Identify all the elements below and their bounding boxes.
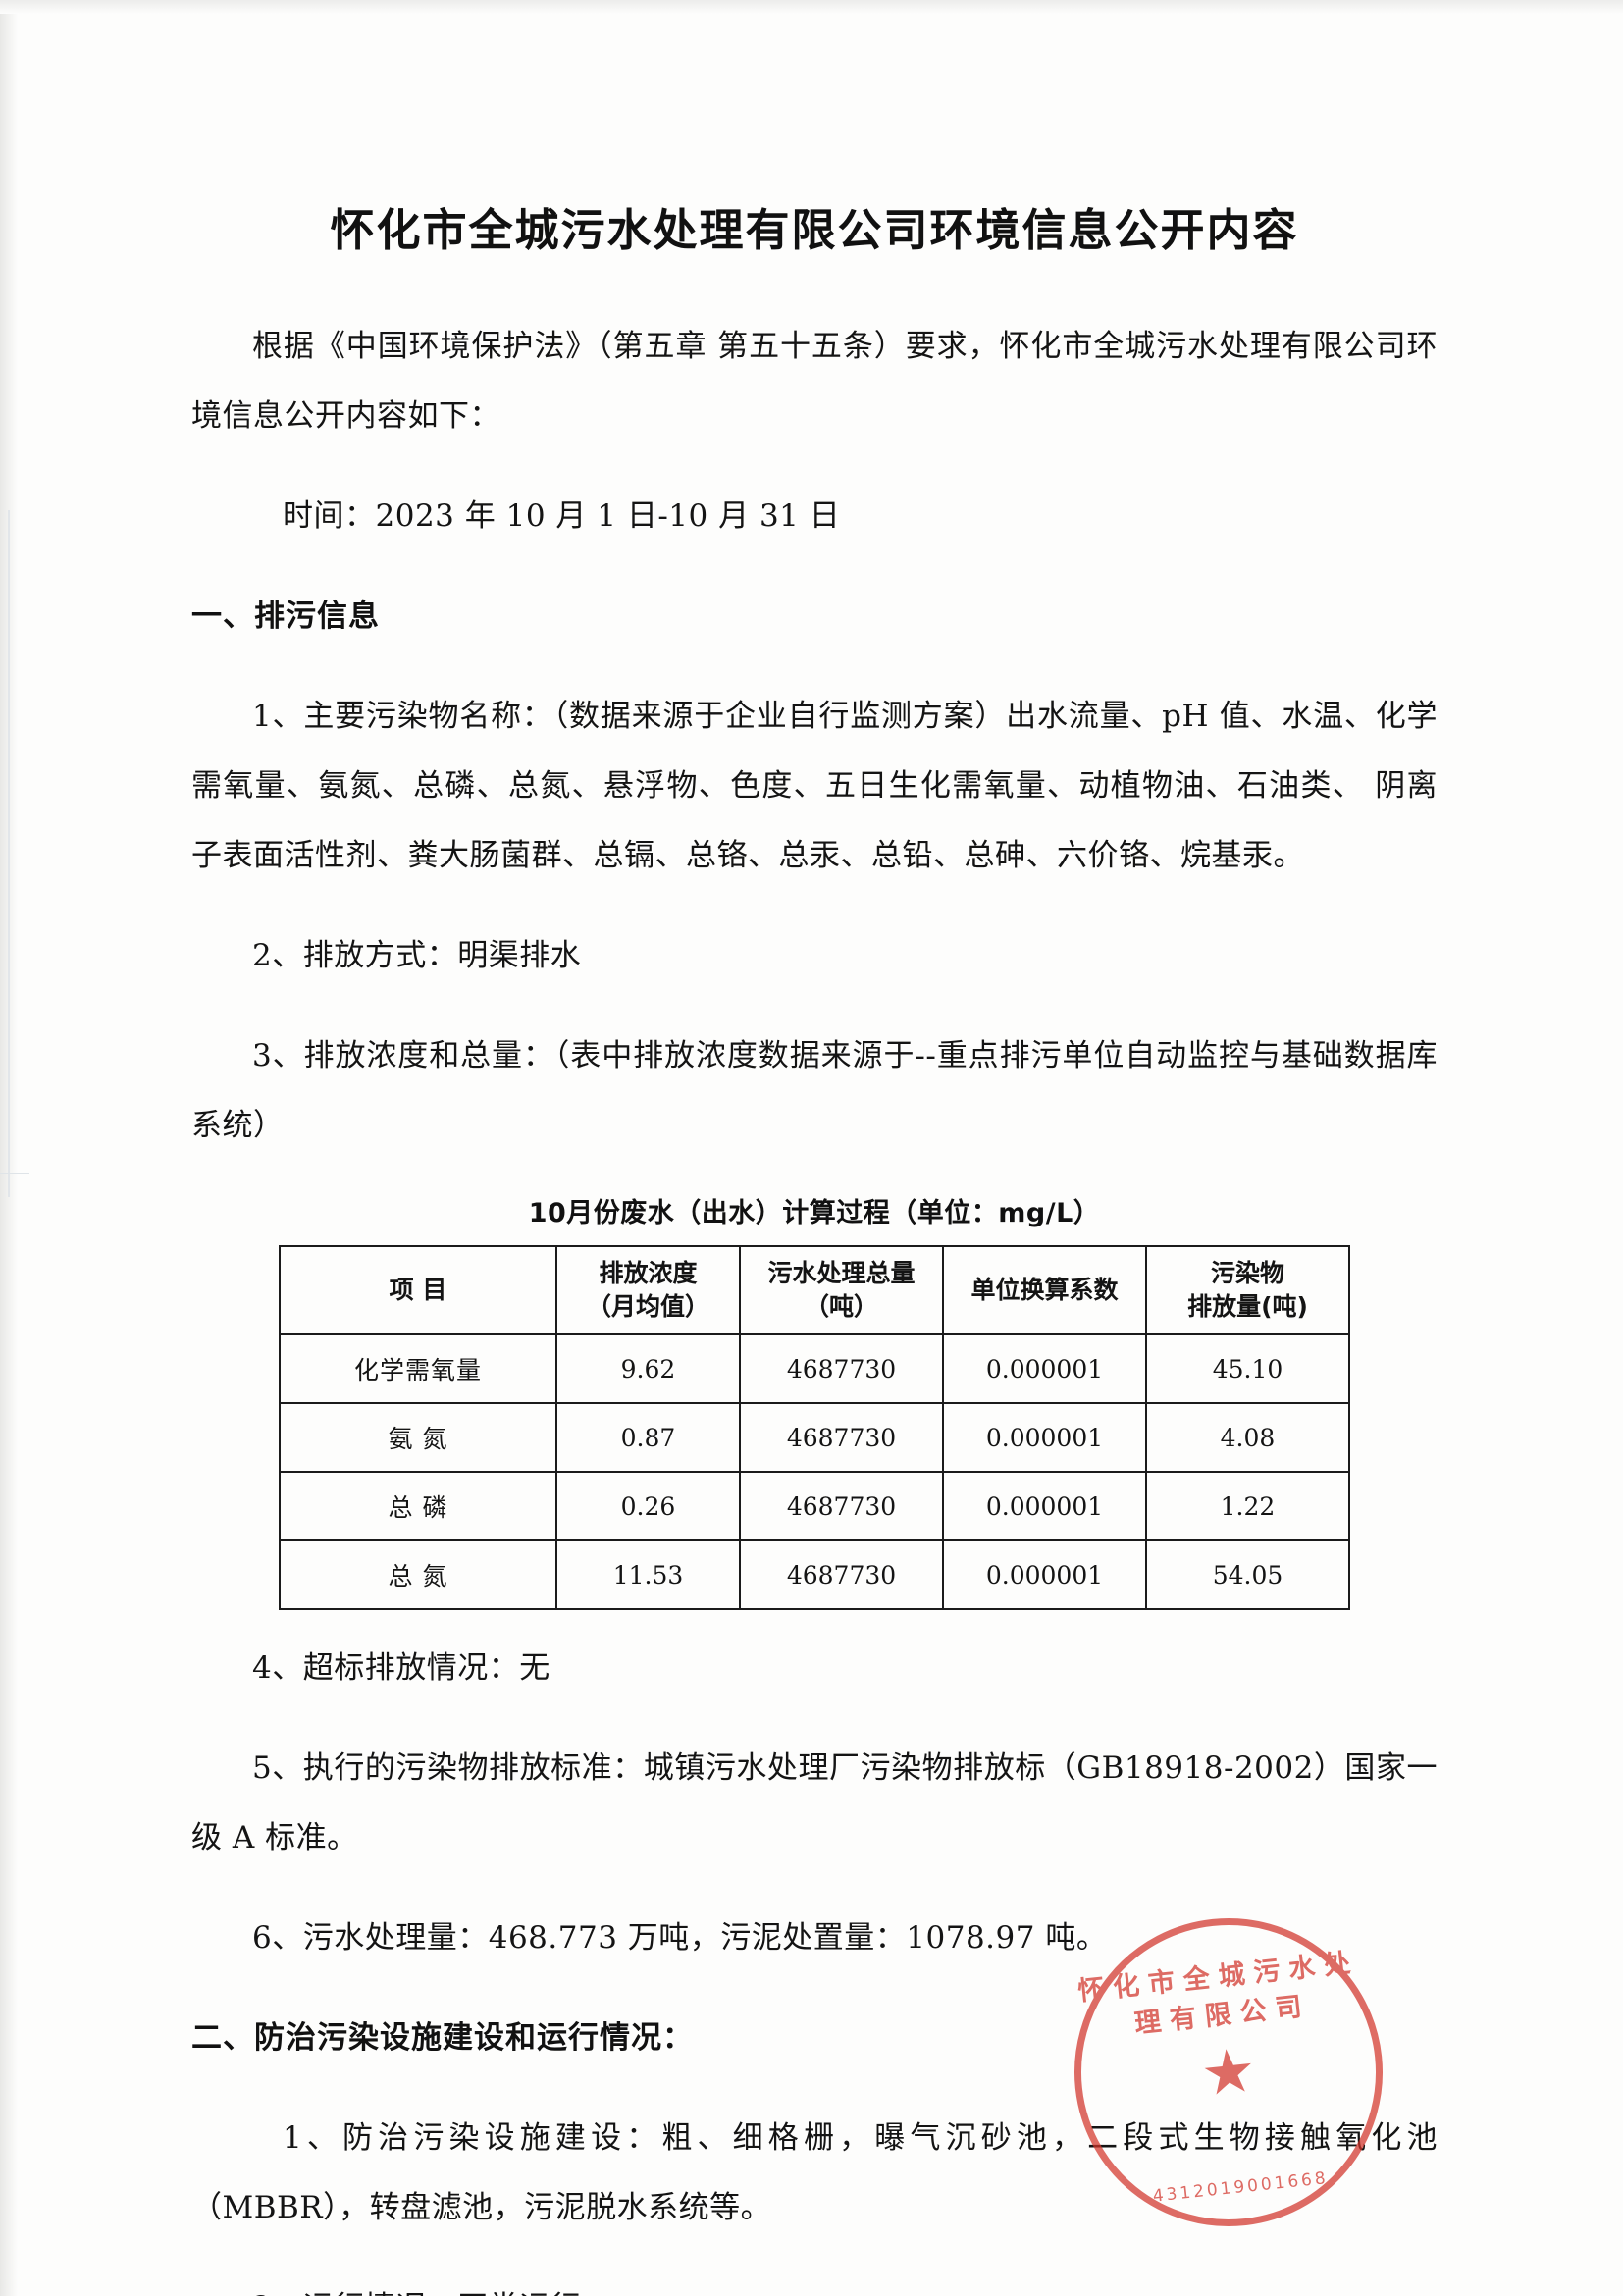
cell-item: 总 磷 — [279, 1471, 557, 1541]
scan-artifact-mark — [0, 1173, 29, 1174]
scan-edge-top — [0, 0, 1623, 14]
cell-total-treated: 4687730 — [739, 1402, 944, 1473]
table-caption: 10月份废水（出水）计算过程（单位：mg/L） — [528, 1198, 1101, 1228]
column-header-total-treated-line1: 污水处理总量 — [767, 1259, 916, 1287]
column-header-item: 项 目 — [279, 1245, 557, 1335]
section-one-item-1: 1、主要污染物名称：（数据来源于企业自行监测方案）出水流量、pH 值、水温、化学… — [191, 699, 1438, 873]
document-content: 怀化市全城污水处理有限公司环境信息公开内容 根据《中国环境保护法》（第五章 第五… — [191, 0, 1438, 2296]
section-one-item-3: 3、排放浓度和总量：（表中排放浓度数据来源于--重点排污单位自动监控与基础数据库… — [191, 1038, 1438, 1143]
cell-concentration: 11.53 — [555, 1539, 741, 1610]
section-heading-one: 一、排污信息 — [191, 599, 380, 634]
section-two-item-2: 2、运行情况：正常运行 — [191, 2273, 1438, 2296]
cell-factor: 0.000001 — [942, 1539, 1147, 1610]
section-one-item-2: 2、排放方式：明渠排水 — [252, 938, 582, 973]
intro-paragraph: 根据《中国环境保护法》（第五章 第五十五条）要求，怀化市全城污水处理有限公司环境… — [191, 329, 1438, 434]
cell-total-treated: 4687730 — [739, 1471, 944, 1541]
cell-emission: 4.08 — [1145, 1402, 1350, 1473]
column-header-emission-line1: 污染物 — [1210, 1259, 1284, 1287]
wastewater-calculation-table: 项 目 排放浓度 （月均值） 污水处理总量 （吨） 单位换算系数 污染物 — [279, 1245, 1350, 1610]
column-header-concentration-line1: 排放浓度 — [599, 1259, 698, 1287]
cell-item: 总 氮 — [279, 1539, 557, 1610]
cell-factor: 0.000001 — [942, 1333, 1147, 1404]
cell-item: 氨 氮 — [279, 1402, 557, 1473]
cell-item: 化学需氧量 — [279, 1333, 557, 1404]
cell-concentration: 0.87 — [555, 1402, 741, 1473]
column-header-emission: 污染物 排放量(吨) — [1145, 1245, 1350, 1335]
table-row: 氨 氮 0.87 4687730 0.000001 4.08 — [279, 1402, 1350, 1473]
section-one-item-5: 5、执行的污染物排放标准：城镇污水处理厂污染物排放标（GB18918-2002）… — [191, 1750, 1438, 1855]
scan-artifact-line — [8, 510, 10, 1197]
column-header-item-line1: 项 目 — [389, 1276, 447, 1304]
table-header-row: 项 目 排放浓度 （月均值） 污水处理总量 （吨） 单位换算系数 污染物 — [279, 1245, 1350, 1335]
cell-total-treated: 4687730 — [739, 1539, 944, 1610]
section-one-item-4: 4、超标排放情况：无 — [252, 1650, 550, 1686]
star-icon: ★ — [1197, 2033, 1260, 2111]
table-body: 化学需氧量 9.62 4687730 0.000001 45.10 氨 氮 0.… — [279, 1333, 1350, 1610]
table-row: 总 氮 11.53 4687730 0.000001 54.05 — [279, 1539, 1350, 1610]
cell-total-treated: 4687730 — [739, 1333, 944, 1404]
period-line: 时间：2023 年 10 月 1 日-10 月 31 日 — [283, 498, 841, 534]
page-title: 怀化市全城污水处理有限公司环境信息公开内容 — [330, 204, 1299, 256]
column-header-factor-line1: 单位换算系数 — [970, 1276, 1119, 1304]
cell-emission: 45.10 — [1145, 1333, 1350, 1404]
column-header-emission-line2: 排放量(吨) — [1187, 1292, 1308, 1321]
column-header-concentration-line2: （月均值） — [586, 1292, 709, 1321]
cell-emission: 54.05 — [1145, 1539, 1350, 1610]
table-header: 项 目 排放浓度 （月均值） 污水处理总量 （吨） 单位换算系数 污染物 — [279, 1245, 1350, 1335]
column-header-total-treated: 污水处理总量 （吨） — [739, 1245, 944, 1335]
table-row: 总 磷 0.26 4687730 0.000001 1.22 — [279, 1471, 1350, 1541]
section-heading-two: 二、防治污染设施建设和运行情况： — [191, 2020, 694, 2056]
cell-concentration: 0.26 — [555, 1471, 741, 1541]
table-row: 化学需氧量 9.62 4687730 0.000001 45.10 — [279, 1333, 1350, 1404]
column-header-concentration: 排放浓度 （月均值） — [555, 1245, 741, 1335]
column-header-factor: 单位换算系数 — [942, 1245, 1147, 1335]
cell-factor: 0.000001 — [942, 1471, 1147, 1541]
cell-factor: 0.000001 — [942, 1402, 1147, 1473]
cell-concentration: 9.62 — [555, 1333, 741, 1404]
section-one-item-6: 6、污水处理量：468.773 万吨，污泥处置量：1078.97 吨。 — [252, 1920, 1108, 1956]
column-header-total-treated-line2: （吨） — [804, 1292, 878, 1321]
cell-emission: 1.22 — [1145, 1471, 1350, 1541]
section-two-item-1: 1、防治污染设施建设：粗、细格栅，曝气沉砂池，二段式生物接触氧化池（MBBR），… — [191, 2120, 1438, 2225]
